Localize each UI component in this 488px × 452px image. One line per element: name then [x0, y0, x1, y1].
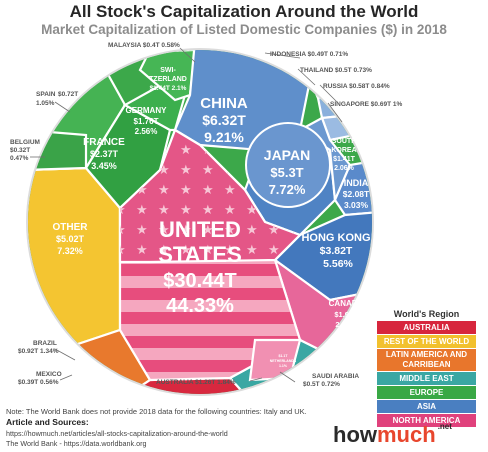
thailand-label: THAILAND $0.5T 0.73% — [300, 67, 372, 74]
korea-label-1: SOUTH — [332, 138, 357, 145]
footnote: Note: The World Bank does not provide 20… — [6, 407, 307, 416]
germany-value: $1.76T — [134, 117, 159, 126]
cell-indonesia — [298, 50, 372, 82]
singapore-label: SINGAPORE $0.69T 1% — [330, 101, 402, 108]
brazil-label: BRAZIL — [33, 340, 57, 347]
netherlands-value: $1.1T — [279, 354, 289, 358]
us-label-2: STATES — [158, 242, 242, 267]
us-value: $30.44T — [163, 270, 236, 292]
canada-label: CANADA — [329, 299, 364, 308]
swiss-label-1: SWI- — [160, 67, 176, 74]
swiss-label-2: TZERLAND — [149, 76, 187, 83]
us-share: 44.33% — [166, 295, 234, 317]
legend-item-asia: ASIA — [377, 400, 476, 413]
us-stars — [120, 130, 300, 262]
other-share: 7.32% — [57, 246, 83, 256]
indonesia-label: INDONESIA $0.49T 0.71% — [270, 51, 348, 58]
hk-label: HONG KONG — [301, 232, 370, 244]
china-value: $6.32T — [202, 112, 246, 128]
russia-label: RUSSIA $0.58T 0.84% — [323, 83, 390, 90]
cell-belgium — [28, 128, 88, 172]
japan-circle — [245, 122, 331, 208]
source-link-worldbank[interactable]: The World Bank - https://data.worldbank.… — [6, 439, 147, 448]
belgium-value: $0.32T — [10, 147, 30, 154]
spain-share: 1.05% — [36, 100, 55, 107]
chart-subtitle: Market Capitalization of Listed Domestic… — [41, 22, 447, 37]
legend-title: World's Region — [393, 309, 460, 319]
brand-logo[interactable]: howmuch .net — [333, 422, 452, 448]
cell-other — [28, 166, 122, 352]
cell-switzerland — [138, 50, 197, 102]
hk-value: $3.82T — [320, 245, 353, 257]
sources-heading: Article and Sources: — [6, 417, 89, 427]
germany-label: GERMANY — [126, 106, 168, 115]
france-value: $2.37T — [90, 149, 119, 159]
mexico-label: MEXICO — [36, 371, 62, 378]
other-label: OTHER — [53, 222, 89, 233]
legend: World's Region AUSTRALIA REST OF THE WORL… — [377, 309, 476, 428]
india-share: 3.03% — [344, 200, 369, 210]
legend-item-north-america: NORTH AMERICA — [377, 414, 476, 427]
saudi-value: $0.5T 0.72% — [303, 381, 340, 388]
leader-australia — [249, 377, 263, 382]
saudi-label: SAUDI ARABIA — [312, 373, 359, 380]
india-value: $2.08T — [343, 189, 370, 199]
leader-saudi — [279, 371, 296, 383]
australia-label: AUSTRALIA $1.26T 1.84% — [156, 379, 236, 386]
brand-much: much — [377, 422, 436, 447]
france-label: FRANCE — [83, 137, 125, 148]
belgium-share: 0.47% — [10, 155, 29, 162]
us-label-1: UNITED — [159, 217, 241, 242]
brazil-value: $0.92T 1.34% — [18, 348, 59, 355]
canada-value: $1.94T — [334, 310, 358, 319]
korea-label-2: KOREA — [331, 147, 356, 154]
leader-malaysia — [179, 47, 196, 63]
france-share: 3.45% — [91, 161, 117, 171]
korea-share: 2.06% — [334, 165, 355, 172]
cell-france — [84, 103, 172, 210]
legend-item-middle-east: MIDDLE EAST — [377, 372, 476, 385]
source-link-article[interactable]: https://howmuch.net/articles/all-stocks-… — [6, 429, 228, 438]
legend-items: AUSTRALIA REST OF THE WORLD LATIN AMERICA … — [377, 321, 476, 427]
chart-title: All Stock's Capitalization Around the Wo… — [69, 2, 419, 21]
japan-value: $5.3T — [270, 165, 303, 180]
other-value: $5.02T — [56, 234, 85, 244]
china-share: 9.21% — [204, 129, 244, 145]
netherlands-share: 1.1% — [279, 364, 288, 368]
leader-thailand — [297, 68, 316, 86]
canada-share: 2.82% — [335, 320, 357, 329]
leader-spain — [54, 101, 71, 113]
japan-share: 7.72% — [269, 182, 306, 197]
legend-item-latin-america-and-carribean: LATIN AMERICA AND CARRIBEAN — [377, 349, 476, 371]
mexico-value: $0.39T 0.56% — [18, 379, 59, 386]
swiss-value: $1.44T 2.1% — [150, 85, 187, 92]
india-label: INDIA — [344, 178, 369, 188]
netherlands-label: NETHERLANDS — [270, 359, 297, 363]
leader-mexico — [59, 374, 73, 381]
brand-how: how — [333, 422, 377, 447]
leader-brazil — [54, 348, 76, 361]
malaysia-label: MALAYSIA $0.4T 0.58% — [108, 42, 180, 49]
brand-tld: .net — [437, 422, 452, 431]
spain-label: SPAIN — [36, 91, 56, 98]
leader-russia — [319, 84, 339, 104]
legend-item-australia: AUSTRALIA — [377, 321, 476, 334]
spain-value: $0.72T — [58, 91, 78, 98]
china-label: CHINA — [200, 95, 248, 112]
leader-singapore — [327, 102, 343, 123]
korea-value: $1.41T — [333, 156, 356, 163]
leader-indonesia — [264, 52, 301, 59]
legend-item-rest-of-the-world: REST OF THE WORLD — [377, 335, 476, 348]
belgium-label: BELGIUM — [10, 139, 40, 146]
cell-thailand — [308, 58, 372, 100]
hk-share: 5.56% — [323, 258, 353, 270]
germany-share: 2.56% — [135, 127, 158, 136]
japan-label: JAPAN — [264, 147, 310, 163]
legend-item-europe: EUROPE — [377, 386, 476, 399]
